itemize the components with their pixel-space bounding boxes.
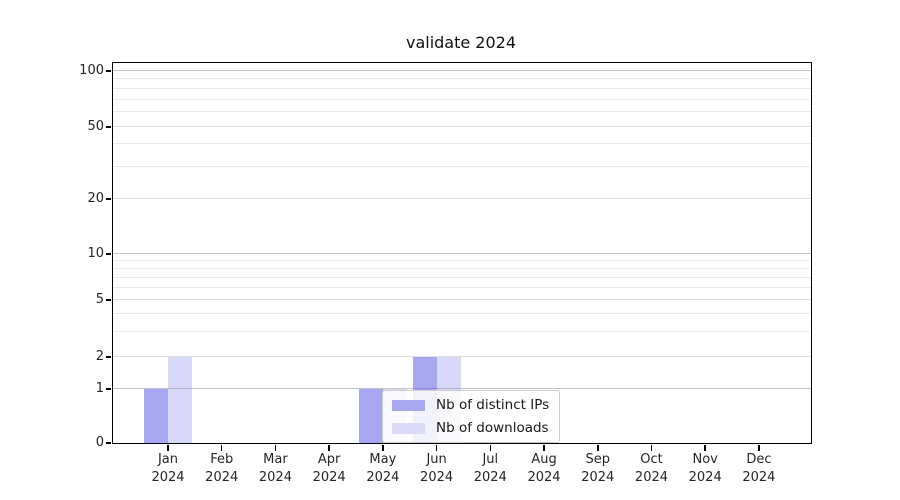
x-tick-label: Nov 2024 xyxy=(688,452,722,485)
legend-entry: Nb of distinct IPs xyxy=(392,397,549,413)
y-tick-label: 2 xyxy=(95,349,104,365)
gridline-minor xyxy=(113,143,811,145)
y-tick xyxy=(106,198,111,200)
x-tick xyxy=(704,445,706,451)
y-tick xyxy=(106,253,111,255)
y-tick-label: 5 xyxy=(95,292,104,308)
gridline-minor xyxy=(113,276,811,278)
x-tick-label: Jun 2024 xyxy=(420,452,454,485)
y-tick xyxy=(106,299,111,301)
bar-distinct-ips xyxy=(358,389,383,443)
x-tick-label: Sep 2024 xyxy=(581,452,615,485)
y-tick xyxy=(106,126,111,128)
x-tick xyxy=(220,445,223,451)
y-tick-label: 10 xyxy=(87,246,104,262)
legend-label: Nb of distinct IPs xyxy=(436,397,550,413)
x-tick xyxy=(758,445,760,451)
gridline-major xyxy=(113,252,811,255)
y-tick-label: 20 xyxy=(87,191,104,207)
legend-entry: Nb of downloads xyxy=(392,420,549,436)
x-tick xyxy=(274,445,277,451)
y-tick-label: 1 xyxy=(95,381,104,397)
bar-distinct-ips xyxy=(144,389,168,443)
x-tick-label: Oct 2024 xyxy=(634,452,669,485)
gridline-minor xyxy=(113,260,811,262)
gridline-minor xyxy=(113,330,811,332)
x-tick xyxy=(543,445,545,451)
gridline-minor xyxy=(113,87,811,89)
legend-swatch-distinct-ips xyxy=(392,399,425,411)
x-tick-label: Apr 2024 xyxy=(312,452,346,485)
gridline-major xyxy=(113,69,811,71)
gridline-minor xyxy=(113,287,811,289)
chart-title: validate 2024 xyxy=(405,33,517,52)
gridline-minor xyxy=(113,166,811,168)
x-tick xyxy=(382,445,384,451)
y-tick-label: 0 xyxy=(95,435,104,450)
gridline-minor xyxy=(113,98,811,100)
gridline-major xyxy=(113,387,811,390)
x-tick xyxy=(650,445,653,451)
gridline-minor xyxy=(113,313,811,315)
y-tick-label: 100 xyxy=(79,62,104,78)
y-tick xyxy=(106,388,111,390)
bar-downloads xyxy=(168,357,192,443)
legend-label: Nb of downloads xyxy=(436,420,549,436)
x-tick xyxy=(167,445,169,451)
x-tick-label: Mar 2024 xyxy=(258,452,292,485)
y-tick-label: 50 xyxy=(87,118,104,134)
legend: Nb of distinct IPs Nb of downloads xyxy=(382,390,561,443)
x-tick-label: Aug 2024 xyxy=(527,452,561,485)
y-tick xyxy=(106,442,111,444)
gridline-minor xyxy=(113,111,811,113)
x-tick-label: Jul 2024 xyxy=(473,452,507,485)
x-tick-label: Dec 2024 xyxy=(742,452,776,485)
x-tick-label: May 2024 xyxy=(366,452,400,485)
x-tick xyxy=(435,445,438,451)
gridline-minor xyxy=(113,198,811,200)
gridline-minor xyxy=(113,78,811,80)
y-tick xyxy=(106,356,111,358)
x-tick xyxy=(328,445,330,451)
x-tick-label: Jan 2024 xyxy=(151,452,185,485)
y-tick xyxy=(106,70,111,72)
gridline-minor xyxy=(113,356,811,358)
x-tick-label: Feb 2024 xyxy=(205,452,239,485)
plot-area: 0 1 2 5 10 20 50 100 Jan 2024 Feb 2024 Mar 2024 Apr… xyxy=(79,62,812,485)
gridline-minor xyxy=(113,267,811,269)
gridline-minor xyxy=(113,125,811,127)
x-tick xyxy=(489,445,492,451)
legend-swatch-downloads xyxy=(392,422,425,434)
gridline-minor xyxy=(113,299,811,301)
x-tick xyxy=(597,445,599,451)
